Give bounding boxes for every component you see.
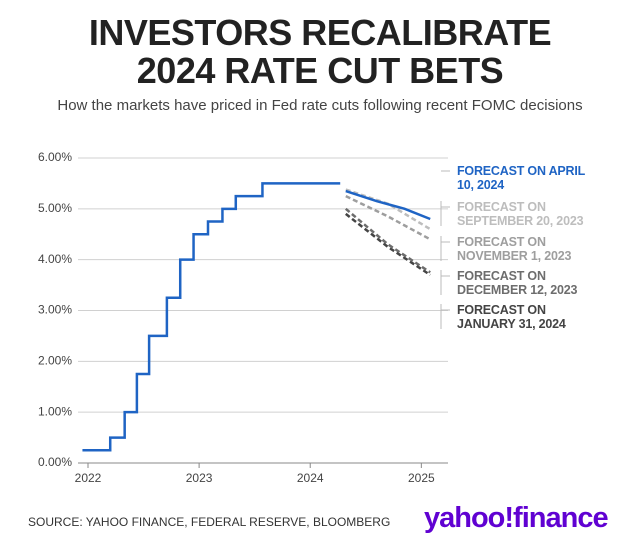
chart-title: INVESTORS RECALIBRATE 2024 RATE CUT BETS [88, 12, 552, 91]
series-line [344, 207, 431, 274]
y-tick-label: 3.00% [38, 303, 72, 317]
series-line [82, 182, 341, 452]
y-tick-label: 4.00% [38, 252, 72, 266]
chart-subtitle: How the markets have priced in Fed rate … [57, 97, 583, 114]
legend-label: FORECAST ON JANUARY 31, 2024 [457, 303, 566, 331]
source-note: SOURCE: YAHOO FINANCE, FEDERAL RESERVE, … [28, 515, 391, 529]
x-tick-label: 2023 [186, 471, 213, 485]
logo: yahoo!finance [424, 502, 609, 534]
y-tick-label: 5.00% [38, 201, 72, 215]
y-tick-label: 0.00% [38, 455, 72, 469]
legend-label: FORECAST ON SEPTEMBER 20, 2023 [457, 200, 584, 228]
y-tick-label: 6.00% [38, 150, 72, 164]
x-tick-label: 2022 [75, 471, 102, 485]
y-tick-label: 2.00% [38, 354, 72, 368]
x-tick-label: 2025 [408, 471, 435, 485]
x-tick-label: 2024 [297, 471, 324, 485]
series-line [345, 212, 431, 276]
y-tick-label: 1.00% [38, 404, 72, 418]
legend-label: FORECAST ON APRIL 10, 2024 [457, 164, 585, 192]
legend-label: FORECAST ON DECEMBER 12, 2023 [457, 269, 578, 297]
series-line [345, 189, 431, 221]
legend-label: FORECAST ON NOVEMBER 1, 2023 [457, 235, 572, 263]
